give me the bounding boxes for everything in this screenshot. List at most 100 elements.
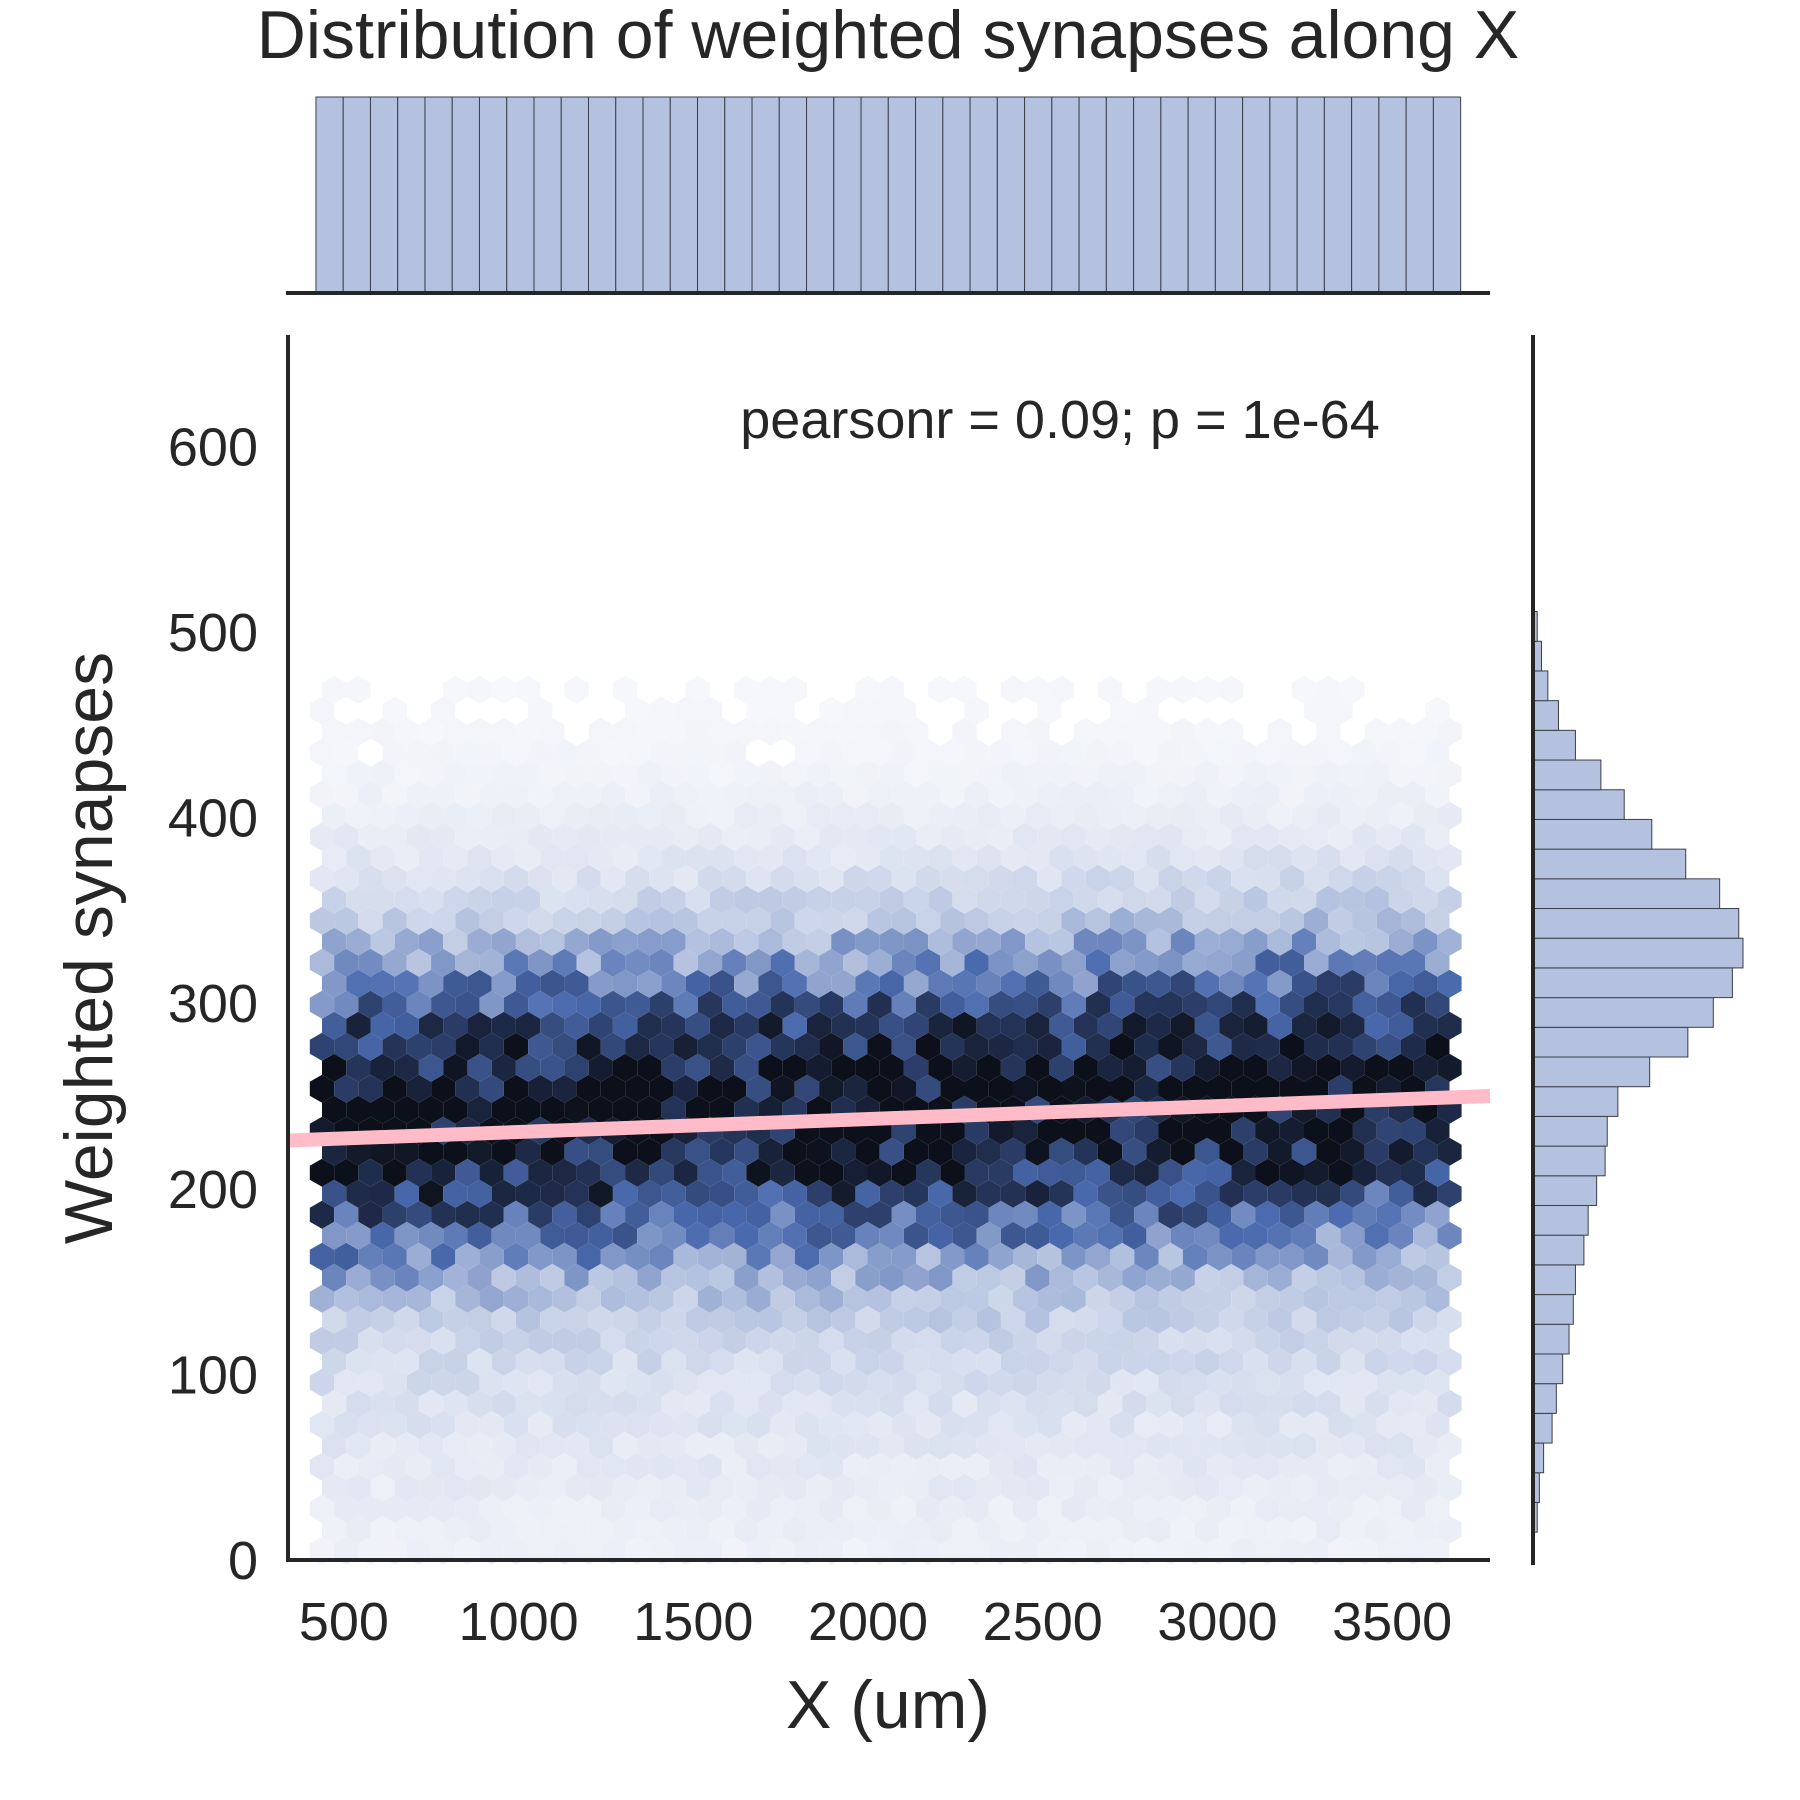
y-marginal-bar bbox=[1532, 1115, 1608, 1147]
hexbin-cell bbox=[1061, 1368, 1086, 1397]
hexbin-cell bbox=[334, 948, 359, 977]
hexbin-cell bbox=[418, 843, 444, 872]
hexbin-cell bbox=[1231, 1536, 1256, 1565]
hexbin-cell bbox=[891, 948, 916, 977]
hexbin-cell bbox=[1255, 780, 1280, 809]
hexbin-cell bbox=[709, 1305, 735, 1334]
hexbin-cell bbox=[831, 801, 856, 830]
hexbin-cell bbox=[1291, 675, 1317, 704]
hexbin-cell bbox=[1279, 1242, 1304, 1271]
hexbin-cell bbox=[1328, 738, 1353, 767]
hexbin-cell bbox=[1207, 780, 1232, 809]
hexbin-cell bbox=[1049, 759, 1074, 788]
hexbin-cell bbox=[491, 1053, 516, 1082]
hexbin-cell bbox=[1207, 1494, 1232, 1523]
hexbin-cell bbox=[1000, 1431, 1026, 1460]
hexbin-cell bbox=[928, 1221, 953, 1250]
hexbin-cell bbox=[1279, 948, 1304, 977]
hexbin-cell bbox=[903, 927, 929, 956]
hexbin-cell bbox=[1170, 885, 1195, 914]
hexbin-cell bbox=[1267, 843, 1292, 872]
hexbin-cell bbox=[964, 1410, 989, 1439]
hexbin-cell bbox=[673, 1284, 698, 1313]
hexbin-cell bbox=[418, 1095, 444, 1124]
hexbin-cell bbox=[697, 780, 723, 809]
hexbin-cell bbox=[1437, 759, 1462, 788]
hexbin-cell bbox=[988, 906, 1013, 935]
x-marginal-bar bbox=[778, 96, 808, 294]
hexbin-cell bbox=[1097, 1473, 1123, 1502]
hexbin-cell bbox=[685, 1515, 710, 1544]
hexbin-cell bbox=[382, 990, 407, 1019]
x-marginal-bar bbox=[1024, 96, 1053, 294]
hexbin-cell bbox=[1158, 1242, 1183, 1271]
hexbin-cell bbox=[673, 906, 698, 935]
hexbin-cell bbox=[819, 1536, 844, 1565]
hexbin-cell bbox=[794, 1410, 820, 1439]
hexbin-cell bbox=[443, 843, 468, 872]
hexbin-cell bbox=[1279, 738, 1304, 767]
hexbin-cell bbox=[831, 927, 856, 956]
hexbin-cell bbox=[576, 780, 601, 809]
hexbin-cell bbox=[988, 1284, 1013, 1313]
hexbin-cell bbox=[1182, 1116, 1207, 1145]
hexbin-cell bbox=[1376, 1116, 1401, 1145]
hexbin-cell bbox=[976, 885, 1001, 914]
hexbin-cell bbox=[455, 822, 480, 851]
y-marginal-bar bbox=[1532, 1323, 1570, 1355]
x-axis-label: X (um) bbox=[786, 1667, 990, 1743]
hexbin-cell bbox=[806, 1431, 832, 1460]
hexbin-cell bbox=[491, 1137, 516, 1166]
hexbin-cell bbox=[709, 969, 735, 998]
hexbin-cell bbox=[1085, 780, 1110, 809]
hexbin-cell bbox=[1364, 927, 1389, 956]
hexbin-cell bbox=[1352, 1368, 1377, 1397]
hexbin-cell bbox=[1413, 1179, 1438, 1208]
hexbin-cell bbox=[819, 1032, 844, 1061]
y-marginal-bar bbox=[1532, 1086, 1619, 1117]
y-marginal-bar bbox=[1532, 1204, 1589, 1236]
hexbin-cell bbox=[431, 1368, 456, 1397]
hexbin-cell bbox=[709, 1473, 735, 1502]
hexbin-cell bbox=[1328, 1242, 1353, 1271]
hexbin-cell bbox=[467, 1137, 492, 1166]
hexbin-cell bbox=[467, 927, 492, 956]
hexbin-cell bbox=[467, 1305, 492, 1334]
hexbin-cell bbox=[1267, 759, 1292, 788]
hexbin-cell bbox=[1146, 675, 1171, 704]
x-marginal-bar bbox=[560, 96, 590, 294]
hexbin-cell bbox=[588, 1473, 613, 1502]
hexbin-cell bbox=[1352, 1284, 1377, 1313]
hexbin-cell bbox=[625, 822, 650, 851]
hexbin-cell bbox=[1267, 1137, 1292, 1166]
hexbin-cell bbox=[1085, 948, 1110, 977]
hexbin-cell bbox=[697, 948, 723, 977]
hexbin-cell bbox=[903, 1221, 929, 1250]
hexbin-cell bbox=[867, 780, 892, 809]
hexbin-cell bbox=[1401, 1536, 1426, 1565]
hexbin-cell bbox=[806, 1473, 832, 1502]
hexbin-cell bbox=[1425, 822, 1450, 851]
hexbin-cell bbox=[1413, 717, 1438, 746]
hexbin-cell bbox=[1097, 1263, 1123, 1292]
hexbin-cell bbox=[1170, 1431, 1195, 1460]
hexbin-cell bbox=[576, 1494, 601, 1523]
hexbin-cell bbox=[1073, 885, 1098, 914]
hexbin-cell bbox=[1291, 969, 1317, 998]
hexbin-cell bbox=[503, 1200, 529, 1229]
hexbin-cell bbox=[1158, 780, 1183, 809]
hexbin-cell bbox=[855, 1221, 880, 1250]
hexbin-cell bbox=[1388, 1431, 1414, 1460]
hexbin-cell bbox=[1255, 906, 1280, 935]
hexbin-cell bbox=[697, 1536, 723, 1565]
hexbin-cell bbox=[1316, 1515, 1341, 1544]
hexbin-cell bbox=[576, 1074, 601, 1103]
hexbin-cell bbox=[1304, 1284, 1329, 1313]
hexbin-cell bbox=[1219, 843, 1244, 872]
hexbin-cell bbox=[855, 1515, 880, 1544]
hexbin-cell bbox=[1267, 717, 1292, 746]
hexbin-cell bbox=[625, 1452, 650, 1481]
hexbin-cell bbox=[1340, 969, 1365, 998]
hexbin-cell bbox=[1437, 1137, 1462, 1166]
hexbin-cell bbox=[503, 1494, 529, 1523]
